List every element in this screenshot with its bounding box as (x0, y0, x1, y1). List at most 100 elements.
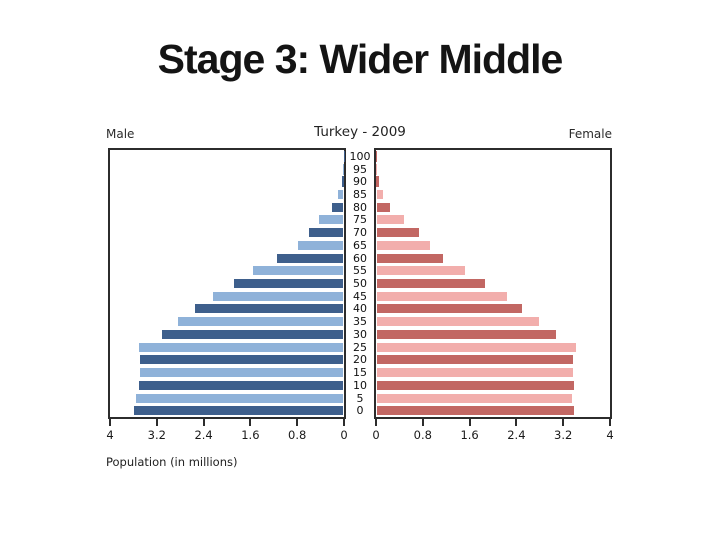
bar-male-age-65 (297, 239, 344, 251)
bar-male-age-0 (133, 405, 344, 417)
slide-title: Stage 3: Wider Middle (157, 36, 564, 82)
pyramid-row-female-5 (376, 392, 610, 405)
age-tick-label-40: 40 (353, 302, 367, 316)
pyramid-row-female-100 (376, 150, 610, 163)
pyramid-row-male-80 (110, 201, 344, 214)
bar-female-age-100 (376, 150, 377, 162)
bar-male-age-15 (139, 367, 344, 379)
pyramid-row-female-65 (376, 239, 610, 252)
x-axis-title: Population (in millions) (106, 455, 238, 469)
age-tick-label-50: 50 (353, 277, 367, 291)
pyramid-row-female-10 (376, 379, 610, 392)
age-tick-label-65: 65 (353, 238, 367, 252)
x-tick-label-1.6: 1.6 (241, 428, 260, 442)
bar-female-age-45 (376, 290, 509, 302)
pyramid-row-female-30 (376, 328, 610, 341)
pyramid-row-female-20 (376, 354, 610, 367)
pyramid-row-female-75 (376, 214, 610, 227)
age-tick-label-90: 90 (353, 175, 367, 189)
age-tick-label-25: 25 (353, 340, 367, 354)
bar-female-age-70 (376, 227, 420, 239)
x-tick (343, 419, 345, 426)
bar-male-age-90 (342, 176, 344, 188)
bar-male-age-25 (138, 341, 344, 353)
pyramid-row-female-55 (376, 264, 610, 277)
bar-female-age-35 (376, 316, 540, 328)
bar-female-age-15 (376, 367, 574, 379)
pyramid-row-male-55 (110, 264, 344, 277)
bar-female-age-90 (376, 176, 379, 188)
bar-male-age-5 (135, 392, 344, 404)
bar-female-age-65 (376, 239, 431, 251)
bar-female-age-95 (376, 163, 378, 175)
male-axis-header: Male (106, 127, 135, 141)
x-tick (202, 419, 205, 426)
age-tick-label-70: 70 (353, 226, 367, 240)
pyramid-row-female-85 (376, 188, 610, 201)
x-tick-label-3.2: 3.2 (554, 428, 573, 442)
x-tick (249, 419, 252, 426)
x-tick-label-0.8: 0.8 (288, 428, 307, 442)
pyramid-row-female-70 (376, 226, 610, 239)
bar-female-age-85 (376, 189, 384, 201)
x-tick-label-4: 4 (106, 428, 114, 442)
age-tick-label-15: 15 (353, 366, 367, 380)
age-tick-label-30: 30 (353, 327, 367, 341)
pyramid-row-male-25 (110, 341, 344, 354)
bar-female-age-0 (376, 405, 576, 417)
pyramid-row-female-0 (376, 404, 610, 417)
pyramid-row-male-0 (110, 404, 344, 417)
x-tick (155, 419, 158, 426)
chart-title: Turkey - 2009 (314, 124, 406, 140)
age-tick-label-80: 80 (353, 200, 367, 214)
bar-male-age-55 (252, 265, 344, 277)
pyramid-row-male-70 (110, 226, 344, 239)
bar-male-age-30 (160, 328, 344, 340)
x-tick (109, 419, 111, 426)
bar-female-age-75 (376, 214, 406, 226)
pyramid-row-female-95 (376, 163, 610, 176)
age-tick-label-60: 60 (353, 251, 367, 265)
pyramid-row-male-85 (110, 188, 344, 201)
age-tick-label-0: 0 (356, 404, 364, 418)
bar-male-age-95 (343, 163, 344, 175)
female-pyramid-panel (374, 148, 612, 419)
bar-male-age-70 (307, 227, 344, 239)
bar-female-age-10 (376, 379, 576, 391)
pyramid-row-male-30 (110, 328, 344, 341)
bar-male-age-50 (232, 278, 344, 290)
bar-male-age-60 (276, 252, 344, 264)
age-tick-label-35: 35 (353, 315, 367, 329)
pyramid-row-male-65 (110, 239, 344, 252)
bar-male-age-85 (336, 189, 344, 201)
pyramid-row-male-100 (110, 150, 344, 163)
pyramid-row-male-20 (110, 354, 344, 367)
bar-female-age-40 (376, 303, 524, 315)
x-axis-male: 4 3.2 2.4 1.6 0.8 0 (106, 419, 348, 445)
bar-male-age-35 (176, 316, 344, 328)
age-tick-label-55: 55 (353, 264, 367, 278)
x-tick-label-0: 0 (372, 428, 380, 442)
bar-female-age-80 (376, 201, 391, 213)
pyramid-row-male-45 (110, 290, 344, 303)
male-pyramid-panel (108, 148, 346, 419)
bar-female-age-55 (376, 265, 467, 277)
x-tick-label-2.4: 2.4 (507, 428, 526, 442)
pyramid-row-female-35 (376, 315, 610, 328)
bar-female-age-5 (376, 392, 573, 404)
age-tick-label-75: 75 (353, 213, 367, 227)
x-tick-label-0.8: 0.8 (413, 428, 432, 442)
x-tick (375, 419, 377, 426)
age-tick-label-45: 45 (353, 289, 367, 303)
bar-male-age-75 (317, 214, 344, 226)
bar-female-age-30 (376, 328, 558, 340)
pyramid-row-female-15 (376, 366, 610, 379)
x-tick (468, 419, 471, 426)
bar-male-age-80 (331, 201, 344, 213)
age-tick-label-10: 10 (353, 378, 367, 392)
pyramid-row-male-35 (110, 315, 344, 328)
pyramid-row-female-25 (376, 341, 610, 354)
x-tick (515, 419, 518, 426)
pyramid-row-male-40 (110, 303, 344, 316)
x-tick-label-0: 0 (340, 428, 348, 442)
